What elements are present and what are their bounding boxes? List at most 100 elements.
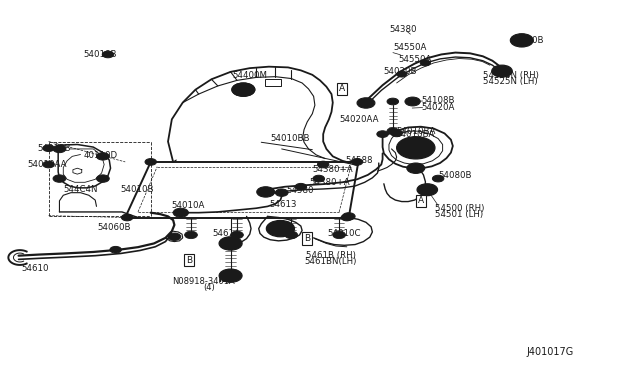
Text: 544C4N: 544C4N	[63, 185, 98, 194]
Text: 5461B (RH): 5461B (RH)	[306, 251, 356, 260]
Circle shape	[492, 65, 512, 77]
Circle shape	[173, 208, 188, 217]
Circle shape	[43, 161, 54, 168]
Circle shape	[497, 68, 507, 74]
Text: 54010B: 54010B	[84, 50, 117, 59]
Text: A: A	[418, 196, 424, 205]
Text: B: B	[186, 256, 192, 264]
Circle shape	[411, 145, 421, 151]
Circle shape	[387, 128, 399, 135]
Text: 40110D: 40110D	[84, 151, 118, 160]
Circle shape	[409, 99, 417, 104]
Circle shape	[184, 231, 197, 238]
Circle shape	[110, 246, 122, 253]
Text: 54108B: 54108B	[421, 96, 454, 105]
Text: 54020B: 54020B	[384, 67, 417, 76]
Text: N: N	[218, 275, 225, 284]
Circle shape	[422, 187, 433, 193]
Text: 54060B: 54060B	[98, 223, 131, 232]
Circle shape	[351, 158, 363, 165]
Circle shape	[344, 216, 350, 219]
Text: 54080B: 54080B	[438, 171, 472, 180]
Circle shape	[45, 163, 52, 166]
Circle shape	[168, 233, 180, 240]
Circle shape	[56, 147, 63, 151]
Text: A: A	[339, 84, 345, 93]
Circle shape	[380, 132, 386, 136]
Circle shape	[56, 177, 63, 180]
Text: 54525N (LH): 54525N (LH)	[483, 77, 538, 86]
Circle shape	[404, 141, 428, 154]
Circle shape	[230, 231, 243, 238]
Text: 54588: 54588	[346, 156, 373, 165]
Circle shape	[275, 189, 288, 196]
Circle shape	[232, 83, 255, 96]
Circle shape	[433, 175, 444, 182]
Circle shape	[148, 160, 154, 164]
Circle shape	[219, 237, 242, 250]
Text: 54020B: 54020B	[510, 36, 544, 45]
Circle shape	[407, 163, 425, 173]
Polygon shape	[73, 168, 82, 174]
Circle shape	[510, 34, 533, 47]
Circle shape	[394, 132, 400, 135]
Circle shape	[257, 187, 275, 197]
Circle shape	[420, 60, 431, 66]
Circle shape	[316, 177, 322, 180]
Text: 54380+A: 54380+A	[312, 165, 353, 174]
Text: 5461BN(LH): 5461BN(LH)	[305, 257, 357, 266]
Circle shape	[377, 131, 388, 137]
Text: 54010BB: 54010BB	[271, 134, 310, 143]
Circle shape	[405, 97, 420, 106]
Text: 54010C: 54010C	[328, 229, 361, 238]
Text: 54550A: 54550A	[399, 55, 432, 64]
Circle shape	[354, 160, 360, 164]
Text: 54380: 54380	[389, 25, 417, 34]
Text: 54400M: 54400M	[232, 71, 268, 80]
Circle shape	[100, 177, 106, 180]
Circle shape	[417, 184, 438, 196]
Circle shape	[122, 214, 133, 221]
Circle shape	[273, 224, 288, 233]
Circle shape	[423, 61, 428, 64]
Text: 54380+A: 54380+A	[310, 178, 351, 187]
Circle shape	[298, 185, 304, 189]
Text: 54010BA: 54010BA	[396, 130, 435, 140]
Circle shape	[342, 213, 355, 220]
Text: 54010A: 54010A	[172, 201, 205, 210]
Text: 54010B: 54010B	[120, 185, 154, 194]
Text: 54580: 54580	[287, 186, 314, 195]
Circle shape	[397, 71, 407, 77]
Text: B: B	[304, 234, 310, 243]
Text: 54020A: 54020A	[421, 103, 454, 112]
Text: 54500 (RH): 54500 (RH)	[435, 204, 484, 213]
Text: T: T	[519, 36, 525, 45]
Circle shape	[391, 130, 403, 137]
Circle shape	[397, 137, 435, 159]
Circle shape	[320, 163, 326, 166]
Text: N08918-3401A: N08918-3401A	[172, 277, 235, 286]
Text: 54501 (LH): 54501 (LH)	[435, 210, 483, 219]
Circle shape	[357, 98, 375, 108]
Circle shape	[285, 231, 298, 238]
Circle shape	[435, 177, 442, 180]
Circle shape	[124, 216, 131, 219]
Circle shape	[43, 145, 54, 151]
Circle shape	[102, 51, 114, 58]
Text: 54550A: 54550A	[394, 43, 427, 52]
Circle shape	[266, 221, 294, 237]
Text: 54010AA: 54010AA	[28, 160, 67, 169]
Circle shape	[390, 130, 396, 133]
Text: 54610: 54610	[21, 264, 49, 273]
Text: 54524N (RH): 54524N (RH)	[483, 71, 539, 80]
Circle shape	[177, 211, 184, 215]
Text: 54613: 54613	[270, 200, 298, 209]
Circle shape	[390, 100, 396, 103]
Circle shape	[53, 175, 66, 182]
Text: J401017G: J401017G	[527, 347, 574, 357]
Circle shape	[387, 98, 399, 105]
Circle shape	[399, 73, 404, 76]
Circle shape	[295, 183, 307, 190]
Circle shape	[333, 231, 346, 238]
Circle shape	[145, 158, 157, 165]
